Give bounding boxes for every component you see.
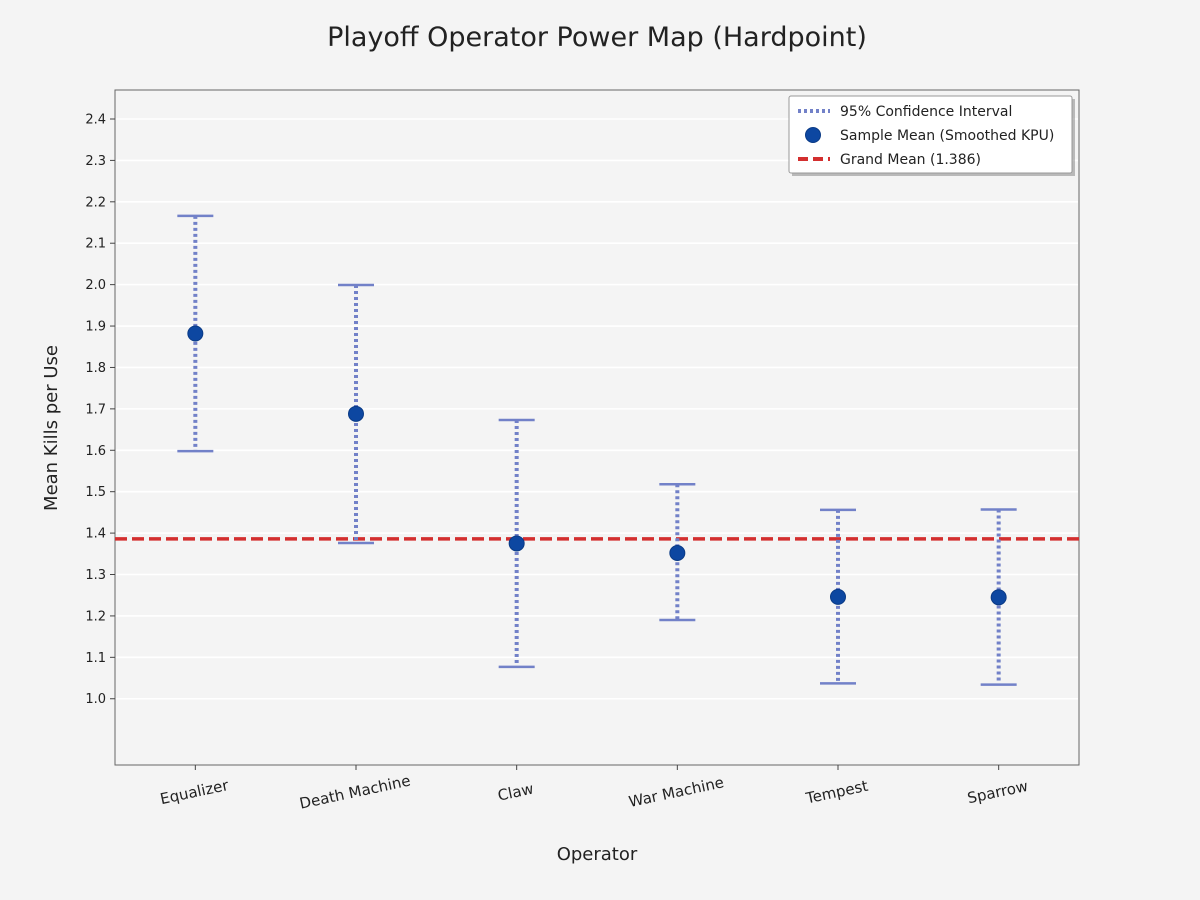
x-tick-label: War Machine xyxy=(627,773,725,811)
y-tick-label: 1.4 xyxy=(85,527,106,542)
mean-point xyxy=(508,535,525,552)
x-tick-label: Tempest xyxy=(803,777,869,808)
y-axis-ticks: 1.0 1.1 1.2 1.3 1.4 1.5 1.6 1.7 1.8 1.9 2.0 2.1 2.2 2… xyxy=(85,112,115,707)
legend-mean-swatch xyxy=(805,127,821,143)
legend-grand-mean-label: Grand Mean (1.386) xyxy=(840,152,981,168)
x-tick-label: Sparrow xyxy=(966,777,1030,807)
x-tick-label: Death Machine xyxy=(298,772,412,813)
plot-area xyxy=(114,89,1080,766)
error-bar xyxy=(498,418,535,669)
y-tick-label: 1.3 xyxy=(85,568,106,583)
mean-point xyxy=(990,589,1007,606)
legend-mean-label: Sample Mean (Smoothed KPU) xyxy=(840,128,1054,144)
legend: 95% Confidence Interval Sample Mean (Smo… xyxy=(788,95,1075,176)
mean-point xyxy=(830,588,846,605)
y-tick-label: 1.0 xyxy=(85,692,106,707)
y-tick-label: 1.1 xyxy=(85,651,106,666)
mean-point xyxy=(669,544,686,561)
mean-point xyxy=(348,405,364,422)
y-tick-label: 2.1 xyxy=(85,237,106,252)
y-tick-label: 1.7 xyxy=(85,402,106,417)
chart-title: Playoff Operator Power Map (Hardpoint) xyxy=(327,22,867,53)
legend-ci-label: 95% Confidence Interval xyxy=(840,104,1012,120)
error-bar xyxy=(980,508,1017,686)
mean-points xyxy=(187,325,1007,606)
legend-box xyxy=(788,95,1073,174)
y-tick-label: 2.3 xyxy=(85,154,106,169)
y-tick-label: 1.2 xyxy=(85,609,106,624)
x-tick-label: Equalizer xyxy=(159,776,231,808)
y-tick-label: 2.4 xyxy=(85,112,106,127)
y-tick-label: 1.6 xyxy=(85,444,106,459)
x-tick-label: Claw xyxy=(496,780,535,805)
y-tick-label: 1.9 xyxy=(85,320,106,335)
y-axis-label: Mean Kills per Use xyxy=(41,345,62,511)
y-tick-label: 1.8 xyxy=(85,361,106,376)
y-tick-label: 2.2 xyxy=(85,195,106,210)
y-tick-label: 2.0 xyxy=(85,278,106,293)
x-axis-label: Operator xyxy=(557,844,638,865)
y-tick-label: 1.5 xyxy=(85,485,106,500)
mean-point xyxy=(187,325,204,342)
error-bar xyxy=(177,214,214,453)
x-axis-ticks: Equalizer Death Machine Claw War Machine Tem… xyxy=(159,765,1030,813)
